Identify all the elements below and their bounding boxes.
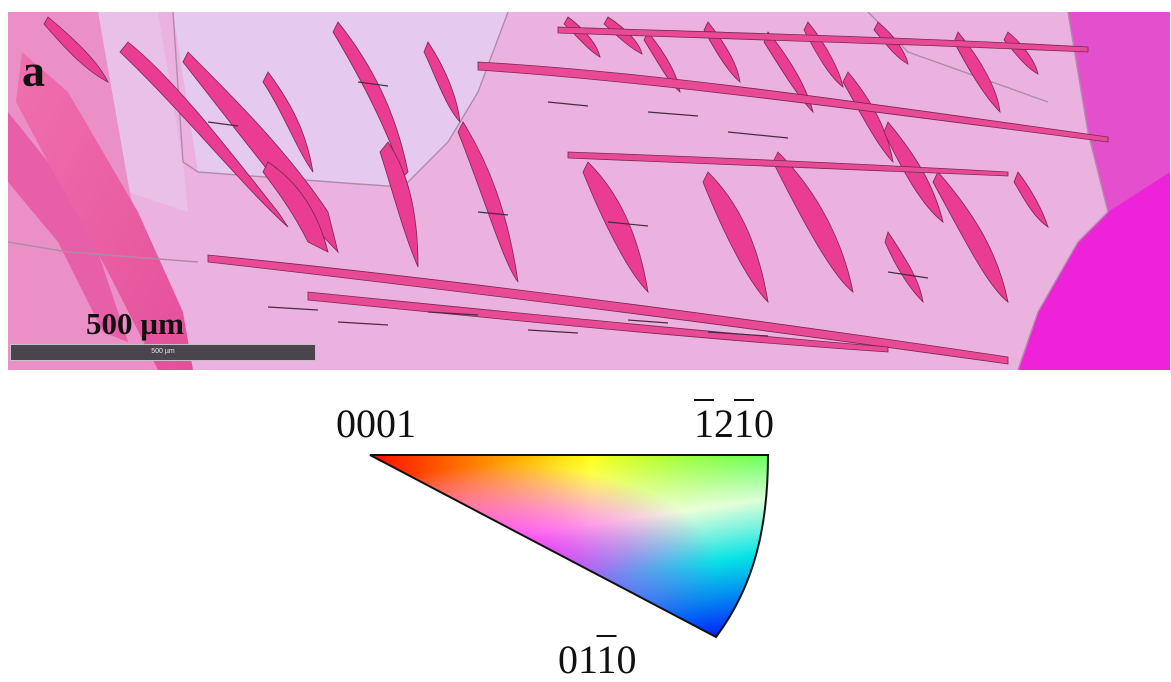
index-part: 1 — [734, 401, 754, 446]
index-part: 2 — [714, 401, 734, 446]
lath-left-big — [16, 52, 193, 370]
long-laths — [207, 26, 1109, 365]
triangle-magenta-band — [370, 455, 768, 637]
index-part: 1 — [694, 401, 714, 446]
panel-label: a — [22, 45, 45, 96]
index-part: 0001 — [336, 401, 416, 446]
index-part: 0 — [754, 401, 774, 446]
index-part: 0 — [616, 637, 637, 682]
grain-right-top — [1068, 12, 1170, 212]
legend-label-1-2-1-0: 1210 — [694, 404, 774, 444]
index-part: 01 — [558, 637, 597, 682]
light-grain — [158, 12, 508, 187]
orientation-map-image — [8, 12, 1170, 370]
lath-colony — [43, 16, 1049, 304]
ebsd-orientation-map: a 500 µm 500 µm — [8, 12, 1170, 370]
legend-label-0-1-1-0: 0110 — [558, 640, 637, 680]
grain-right-bottom — [1018, 172, 1170, 370]
legend-label-0001: 0001 — [336, 404, 416, 444]
boundary-speckles — [207, 81, 929, 337]
index-part: 1 — [596, 637, 617, 682]
scale-bar-label: 500 µm — [86, 306, 184, 341]
scale-bar-inner-text: 500 µm — [151, 348, 175, 355]
triangle-outline — [369, 454, 770, 639]
lath-left-2 — [8, 112, 128, 342]
scale-bar: 500 µm — [10, 344, 316, 361]
ipf-color-key-triangle — [369, 454, 770, 639]
